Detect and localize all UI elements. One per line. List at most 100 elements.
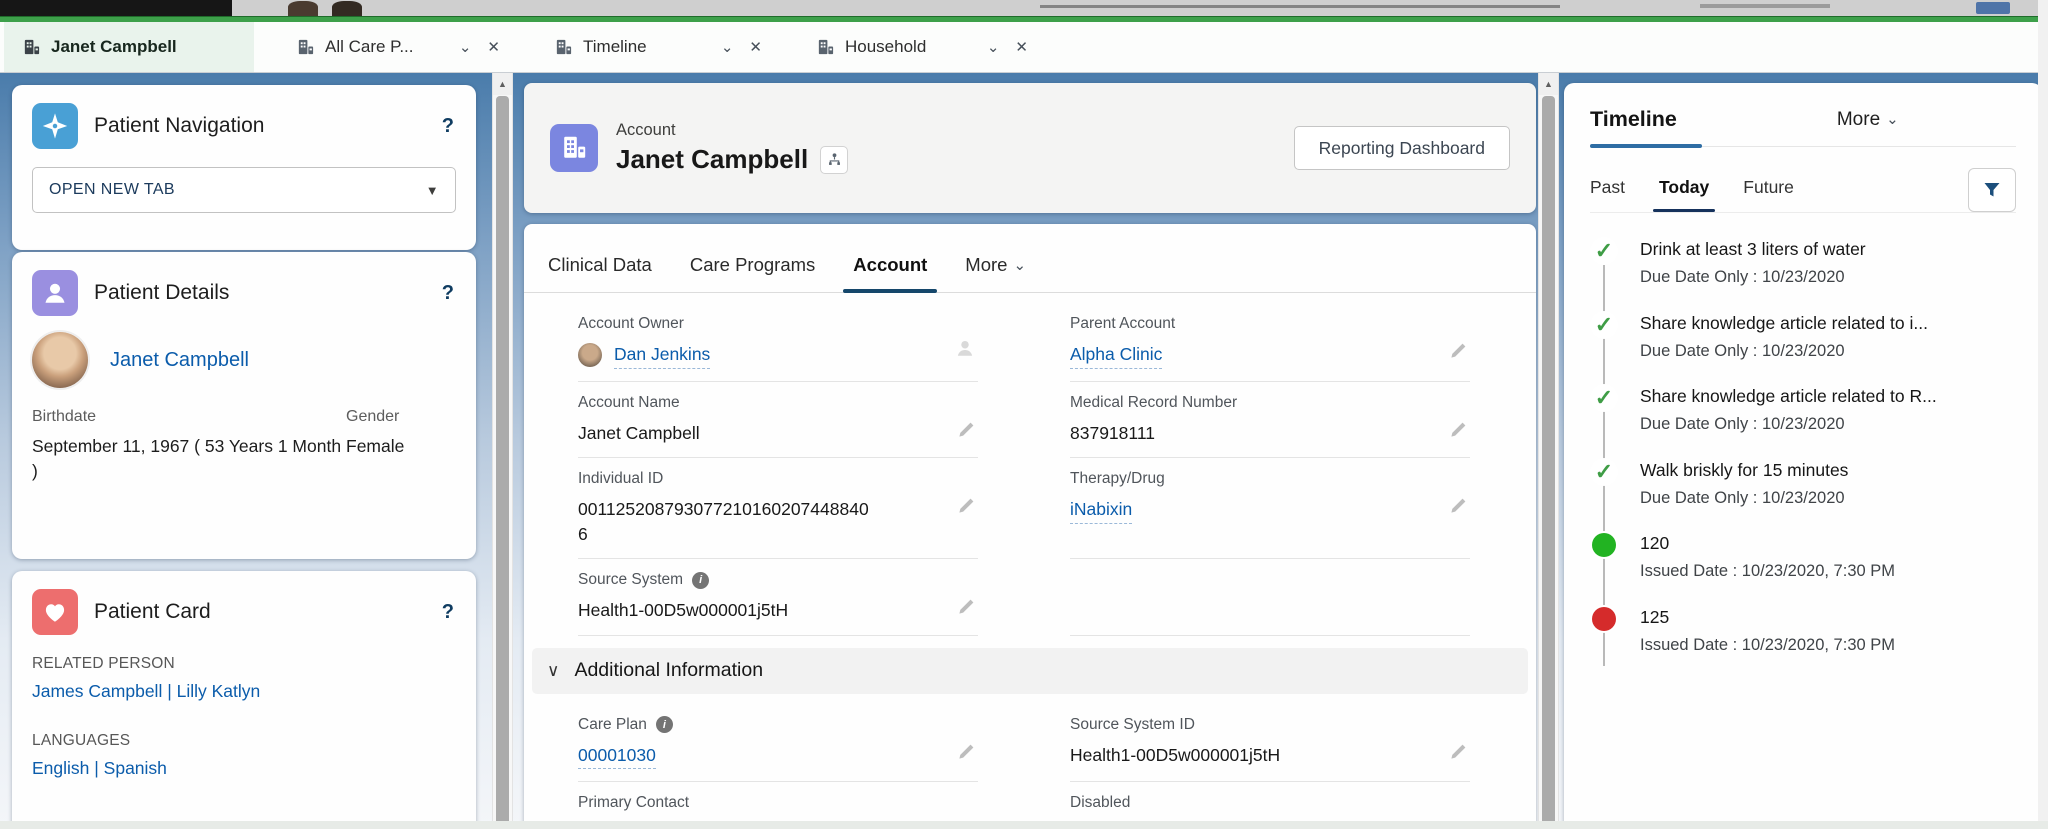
- account-building-icon: [22, 38, 41, 57]
- tab-clinical-data[interactable]: Clinical Data: [548, 254, 652, 292]
- related-person-label: RELATED PERSON: [32, 655, 175, 672]
- background-smudge: [288, 1, 318, 16]
- timeline-item[interactable]: ✓ Share knowledge article related to R..…: [1590, 384, 2016, 460]
- timeline-more-tab[interactable]: More ⌄: [1837, 109, 1899, 131]
- reporting-dashboard-button[interactable]: Reporting Dashboard: [1293, 126, 1510, 170]
- tab-label: Account: [853, 254, 928, 275]
- help-icon[interactable]: ?: [441, 281, 454, 304]
- record-building-icon: [296, 38, 315, 57]
- timeline-item[interactable]: ✓ Share knowledge article related to i..…: [1590, 310, 2016, 387]
- record-building-icon: [816, 38, 835, 57]
- chevron-down-icon[interactable]: ⌄: [458, 38, 472, 56]
- patient-name-link[interactable]: Janet Campbell: [110, 348, 249, 371]
- edit-pencil-icon[interactable]: [957, 496, 976, 515]
- languages-links[interactable]: English | Spanish: [32, 758, 167, 778]
- tab-label: All Care P...: [325, 37, 414, 56]
- sidebar-scrollbar[interactable]: ▲: [492, 73, 513, 829]
- tabs-divider: [524, 292, 1536, 293]
- therapy-drug-link[interactable]: iNabixin: [1070, 497, 1133, 524]
- timeline-item[interactable]: 125 Issued Date : 10/23/2020, 7:30 PM: [1590, 604, 2016, 681]
- card-title: Patient Navigation: [94, 114, 265, 137]
- timeline-item[interactable]: ✓ Walk briskly for 15 minutes Due Date O…: [1590, 457, 2016, 534]
- background-smudge: [1040, 5, 1560, 8]
- tab-label: Household: [845, 37, 927, 56]
- timeline-panel: Timeline More ⌄ Past Today Future: [1564, 83, 2042, 829]
- change-owner-icon[interactable]: [954, 337, 976, 359]
- hierarchy-icon[interactable]: [820, 145, 849, 174]
- timeline-filter-button[interactable]: [1968, 167, 2016, 212]
- help-icon[interactable]: ?: [441, 114, 454, 137]
- account-name-value: Janet Campbell: [578, 422, 700, 443]
- help-icon[interactable]: ?: [441, 600, 454, 623]
- subtab-future[interactable]: Future: [1743, 177, 1794, 212]
- active-tab-underline: [1590, 144, 1702, 148]
- background-smudge: [1700, 4, 1830, 8]
- card-title: Patient Details: [94, 281, 230, 304]
- red-dot-icon: [1590, 604, 1618, 633]
- record-building-icon: [554, 38, 573, 57]
- subtab-label: Today: [1659, 177, 1710, 197]
- edit-pencil-icon[interactable]: [1449, 496, 1468, 515]
- edit-pencil-icon[interactable]: [1449, 420, 1468, 439]
- center-scrollbar[interactable]: ▲: [1538, 73, 1559, 829]
- close-icon[interactable]: ✕: [487, 38, 500, 56]
- related-person-links[interactable]: James Campbell | Lilly Katlyn: [32, 681, 261, 701]
- tab-household[interactable]: Household ⌄ ✕: [802, 22, 1042, 72]
- care-plan-link[interactable]: 00001030: [578, 743, 656, 769]
- record-type-label: Account: [616, 121, 676, 139]
- edit-pencil-icon[interactable]: [957, 597, 976, 616]
- subtab-past[interactable]: Past: [1590, 177, 1625, 212]
- check-icon: ✓: [1590, 384, 1618, 412]
- tab-timeline[interactable]: Timeline ⌄ ✕: [540, 22, 776, 72]
- filter-funnel-icon: [1984, 182, 2000, 196]
- timeline-item-subtitle: Issued Date : 10/23/2020, 7:30 PM: [1640, 635, 1896, 654]
- caret-down-icon: ▼: [425, 182, 439, 198]
- patient-navigation-select[interactable]: OPEN NEW TAB ▼: [32, 167, 456, 213]
- tab-more[interactable]: More ⌄: [965, 254, 1026, 292]
- edit-pencil-icon[interactable]: [957, 420, 976, 439]
- record-title: Janet Campbell: [616, 144, 809, 174]
- timeline-item-title: Walk briskly for 15 minutes: [1640, 459, 1849, 480]
- timeline-item-subtitle: Due Date Only : 10/23/2020: [1640, 341, 1845, 360]
- background-dark-block: [0, 0, 232, 16]
- field-label: Medical Record Number: [1070, 393, 1238, 411]
- edit-pencil-icon[interactable]: [957, 742, 976, 761]
- additional-information-section[interactable]: ∨ Additional Information: [532, 647, 1528, 694]
- field-medical-record-number: Medical Record Number 837918111: [1070, 382, 1470, 458]
- info-icon[interactable]: i: [655, 716, 673, 733]
- chevron-down-icon[interactable]: ⌄: [986, 38, 1000, 56]
- tab-care-programs[interactable]: Care Programs: [690, 254, 815, 292]
- owner-avatar: [578, 343, 602, 368]
- close-icon[interactable]: ✕: [1015, 38, 1028, 56]
- account-owner-link[interactable]: Dan Jenkins: [614, 342, 711, 369]
- main-area: Patient Navigation ? OPEN NEW TAB ▼ Pati…: [0, 73, 2048, 829]
- field-label: Therapy/Drug: [1070, 470, 1165, 487]
- scrollbar-thumb[interactable]: [1542, 96, 1555, 827]
- timeline-panel-title[interactable]: Timeline: [1590, 107, 1677, 131]
- timeline-item[interactable]: 120 Issued Date : 10/23/2020, 7:30 PM: [1590, 531, 2016, 607]
- edit-pencil-icon[interactable]: [1449, 341, 1468, 360]
- field-source-system: Source System i Health1-00D5w000001j5tH: [578, 559, 978, 636]
- subtab-today[interactable]: Today: [1653, 177, 1716, 212]
- chevron-down-icon: ⌄: [1886, 111, 1899, 128]
- scrollbar-thumb[interactable]: [496, 96, 509, 827]
- scroll-up-arrow-icon[interactable]: ▲: [493, 73, 512, 95]
- timeline-item-subtitle: Due Date Only : 10/23/2020: [1640, 488, 1845, 507]
- close-icon[interactable]: ✕: [749, 38, 762, 56]
- timeline-list: ✓ Drink at least 3 liters of water Due D…: [1590, 237, 2016, 681]
- info-icon[interactable]: i: [692, 571, 710, 589]
- record-body-card: Clinical Data Care Programs Account More…: [524, 224, 1536, 829]
- edit-pencil-icon[interactable]: [1449, 742, 1468, 761]
- tab-janet-campbell[interactable]: Janet Campbell: [4, 22, 254, 72]
- parent-account-link[interactable]: Alpha Clinic: [1070, 342, 1163, 369]
- timeline-item-title: Share knowledge article related to i...: [1640, 312, 1928, 333]
- timeline-item[interactable]: ✓ Drink at least 3 liters of water Due D…: [1590, 237, 2016, 313]
- tab-all-care-plans[interactable]: All Care P... ⌄ ✕: [282, 22, 514, 72]
- chevron-down-icon[interactable]: ⌄: [720, 38, 734, 56]
- scroll-up-arrow-icon[interactable]: ▲: [1539, 73, 1558, 95]
- tab-account[interactable]: Account: [843, 254, 938, 293]
- timeline-item-title: Drink at least 3 liters of water: [1640, 239, 1866, 259]
- field-label: Primary Contact: [578, 794, 690, 811]
- more-label: More: [1836, 108, 1881, 130]
- field-account-owner: Account Owner Dan Jenkins: [578, 303, 978, 382]
